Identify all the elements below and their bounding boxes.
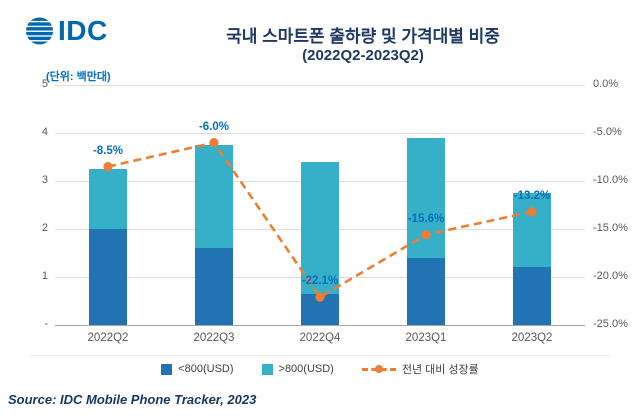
idc-logo: IDC — [24, 16, 108, 46]
y-axis-tick-right: -15.0% — [593, 222, 628, 234]
y-axis-tick-left: 5 — [41, 78, 48, 90]
bar-segment-low — [513, 267, 551, 325]
y-axis-left: 5 4 3 2 1 - — [28, 78, 48, 330]
source-text: Source: IDC Mobile Phone Tracker, 2023 — [8, 392, 257, 407]
legend-swatch — [261, 363, 273, 375]
y-axis-tick-left: - — [44, 318, 48, 330]
bar-segment-low — [407, 257, 445, 325]
growth-data-label: -15.6% — [407, 212, 445, 225]
y-axis-tick-right: -25.0% — [593, 318, 628, 330]
legend-item: <800(USD) — [161, 363, 234, 375]
x-axis-label: 2022Q2 — [87, 332, 129, 344]
y-axis-tick-right: -20.0% — [593, 270, 628, 282]
legend-divider — [30, 355, 610, 356]
growth-point — [103, 162, 113, 172]
legend-label: >800(USD) — [278, 363, 334, 375]
y-axis-tick-left: 1 — [41, 270, 48, 282]
legend-item: >800(USD) — [261, 363, 334, 375]
growth-point — [421, 230, 431, 240]
growth-data-label: -6.0% — [198, 120, 230, 133]
growth-line — [107, 141, 533, 299]
growth-data-label: -22.1% — [301, 275, 339, 288]
gridline — [55, 85, 585, 86]
y-axis-right: 0.0% -5.0% -10.0% -15.0% -20.0% -25.0% — [593, 78, 639, 330]
bar-segment-high — [301, 161, 339, 294]
bar-segment-low — [89, 229, 127, 325]
growth-point — [527, 207, 537, 217]
legend-dashed-line — [361, 365, 396, 373]
x-axis-label: 2022Q4 — [299, 332, 341, 344]
growth-line-layer — [103, 138, 537, 302]
y-axis-tick-left: 3 — [41, 174, 48, 186]
bar-segment-high — [513, 193, 551, 268]
plot-area: -8.5% -6.0% -22.1% -15.6% -13.2% — [55, 85, 585, 326]
y-axis-tick-right: 0.0% — [593, 78, 619, 90]
idc-logo-text: IDC — [58, 15, 108, 46]
y-axis-tick-right: -5.0% — [593, 126, 622, 138]
legend-item: 전년 대비 성장률 — [361, 361, 479, 377]
chart-title: 국내 스마트폰 출하량 및 가격대별 비중 — [226, 27, 500, 46]
x-axis-label: 2023Q2 — [511, 332, 553, 344]
growth-data-label: -8.5% — [92, 144, 124, 157]
growth-point — [315, 292, 325, 302]
x-axis-label: 2022Q3 — [193, 332, 235, 344]
legend-label: 전년 대비 성장률 — [401, 364, 479, 376]
y-axis-tick-left: 2 — [41, 222, 48, 234]
legend-label: <800(USD) — [178, 363, 234, 375]
y-axis-tick-right: -10.0% — [593, 174, 628, 186]
growth-data-label: -13.2% — [513, 189, 551, 202]
y-axis-tick-left: 4 — [41, 126, 48, 138]
unit-label: (단위: 백만대) — [46, 71, 111, 83]
growth-point — [209, 138, 219, 148]
gridline — [55, 133, 585, 134]
x-axis: 2022Q2 2022Q3 2022Q4 2023Q1 2023Q2 — [55, 332, 585, 348]
bar-segment-high — [89, 169, 127, 229]
legend-swatch — [161, 363, 173, 375]
legend-line-dot — [374, 365, 383, 373]
idc-globe-icon — [26, 17, 53, 45]
x-axis-label: 2023Q1 — [405, 332, 447, 344]
chart-subtitle: (2022Q2-2023Q2) — [302, 47, 424, 64]
bar-segment-low — [195, 248, 233, 325]
legend: <800(USD) >800(USD) 전년 대비 성장률 — [0, 361, 640, 377]
